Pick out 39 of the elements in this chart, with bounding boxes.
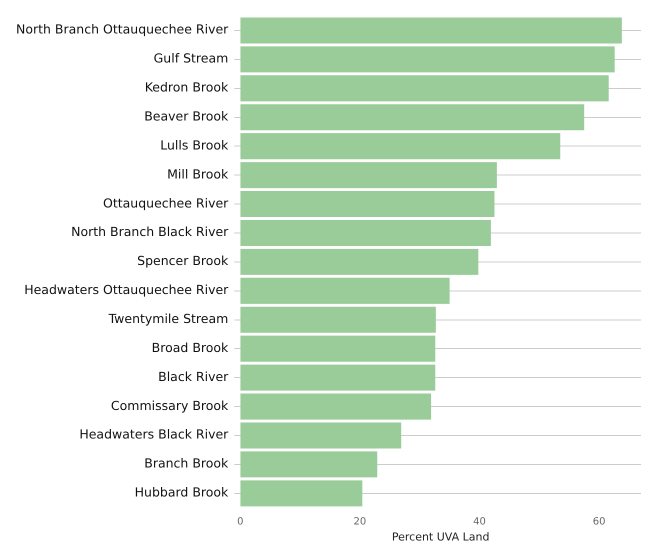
- y-tick-label: Branch Brook: [144, 456, 230, 471]
- y-tick-label: Twentymile Stream: [108, 311, 228, 326]
- x-tick-label: 60: [592, 516, 606, 528]
- y-tick-label: Beaver Brook: [144, 108, 230, 124]
- y-tick-label: Ottauquechee River: [102, 195, 230, 210]
- bar: [240, 46, 615, 72]
- bar: [240, 220, 491, 246]
- y-tick-label: Gulf Stream: [154, 50, 228, 66]
- bar: [240, 451, 378, 478]
- y-tick-label: Headwaters Ottauquechee River: [24, 282, 230, 298]
- bar: [240, 336, 436, 362]
- y-tick-label: Broad Brook: [152, 340, 230, 355]
- y-tick-label: Headwaters Black River: [79, 426, 230, 442]
- bar: [240, 364, 436, 391]
- bar: [240, 278, 450, 304]
- bar: [240, 306, 436, 333]
- y-tick-label: Mill Brook: [167, 166, 230, 182]
- y-tick-label: Hubbard Brook: [134, 484, 230, 500]
- x-tick-label: 20: [354, 516, 366, 528]
- bar: [240, 133, 560, 160]
- y-tick-label: Lulls Brook: [160, 137, 230, 152]
- y-tick-label: Black River: [158, 368, 230, 384]
- bar: [240, 394, 432, 420]
- bar: [240, 248, 478, 275]
- bar: [240, 480, 362, 506]
- bar: [240, 17, 622, 44]
- x-tick-label: 40: [473, 516, 486, 528]
- bar: [240, 75, 609, 102]
- y-tick-label: North Branch Black River: [71, 224, 230, 240]
- bar: [240, 191, 494, 218]
- x-tick-label: 0: [237, 516, 244, 528]
- bar: [240, 104, 584, 130]
- y-tick-label: North Branch Ottauquechee River: [16, 22, 230, 37]
- x-axis-title: Percent UVA Land: [392, 530, 490, 544]
- bar: [240, 422, 402, 448]
- y-tick-label: Spencer Brook: [137, 253, 230, 268]
- bar: [240, 162, 497, 188]
- y-tick-label: Commissary Brook: [110, 398, 230, 413]
- y-tick-label: Kedron Brook: [144, 80, 230, 95]
